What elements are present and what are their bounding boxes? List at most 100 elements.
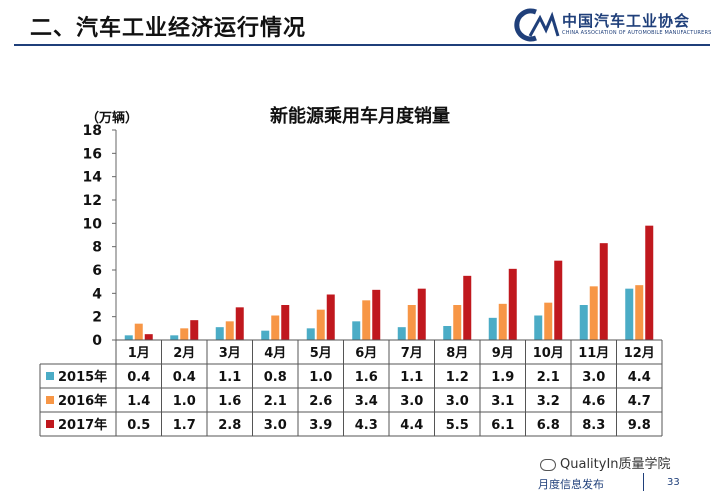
x-tick-label-0: 1月 <box>128 346 150 361</box>
slide-title: 二、汽车工业经济运行情况 <box>30 16 307 41</box>
bar-2015年-4月 <box>261 330 270 340</box>
bar-2017年-2月 <box>190 320 199 340</box>
data-label-2017年-12月: 9.8 <box>628 418 651 433</box>
y-tick-label-0: 0 <box>92 333 102 349</box>
bar-2017年-9月 <box>508 268 517 340</box>
y-tick-label-7: 14 <box>83 170 103 186</box>
data-label-2017年-5月: 3.9 <box>309 418 332 433</box>
data-label-2016年-10月: 3.2 <box>537 394 560 409</box>
bar-2016年-8月 <box>453 305 462 340</box>
y-axis-label: （万辆） <box>86 110 138 126</box>
data-label-2015年-5月: 1.0 <box>309 370 332 385</box>
data-label-2015年-12月: 4.4 <box>628 370 651 385</box>
bar-2015年-10月 <box>534 315 543 340</box>
data-label-2015年-10月: 2.1 <box>537 370 560 385</box>
bar-2017年-8月 <box>463 275 472 340</box>
data-label-2017年-8月: 5.5 <box>446 418 469 433</box>
data-label-2017年-4月: 3.0 <box>264 418 287 433</box>
slide-header: 二、汽车工业经济运行情况 中国汽车工业协会 CHINA ASSOCIATION … <box>0 0 720 46</box>
header-divider <box>14 44 710 46</box>
data-label-2017年-7月: 4.4 <box>400 418 423 433</box>
bar-2015年-6月 <box>352 321 361 340</box>
x-tick-label-9: 10月 <box>533 346 564 361</box>
x-tick-label-8: 9月 <box>492 346 514 361</box>
data-label-2015年-8月: 1.2 <box>446 370 469 385</box>
y-tick-label-4: 8 <box>92 240 102 256</box>
bar-2015年-7月 <box>397 327 406 340</box>
caam-logo-icon <box>514 8 560 42</box>
y-tick-label-3: 6 <box>92 263 102 279</box>
data-label-2017年-2月: 1.7 <box>173 418 196 433</box>
watermark: QualityIn质量学院 <box>540 453 671 472</box>
logo-chinese-text: 中国汽车工业协会 <box>562 12 691 30</box>
legend-swatch-0 <box>46 372 54 380</box>
bar-2016年-1月 <box>134 323 143 340</box>
data-label-2016年-5月: 2.6 <box>309 394 332 409</box>
bar-2017年-5月 <box>326 294 335 340</box>
bar-2015年-1月 <box>124 335 133 340</box>
y-tick-label-9: 18 <box>83 123 102 139</box>
x-tick-label-10: 11月 <box>578 346 609 361</box>
bar-2015年-9月 <box>488 317 497 340</box>
bar-2015年-11月 <box>579 305 588 340</box>
legend-swatch-2 <box>46 420 54 428</box>
footer-release: 月度信息发布 <box>538 478 604 491</box>
bar-2015年-12月 <box>625 288 634 340</box>
legend-label-2: 2017年 <box>58 417 107 433</box>
bar-2017年-6月 <box>372 289 381 340</box>
bar-2016年-11月 <box>589 286 598 340</box>
x-tick-label-1: 2月 <box>173 346 195 361</box>
x-tick-label-3: 4月 <box>264 346 286 361</box>
data-label-2017年-3月: 2.8 <box>218 418 241 433</box>
bar-2016年-2月 <box>180 328 189 340</box>
chart-title: 新能源乘用车月度销量 <box>270 106 450 127</box>
x-tick-label-7: 8月 <box>446 346 468 361</box>
bar-2016年-5月 <box>316 309 325 340</box>
data-label-2015年-4月: 0.8 <box>264 370 287 385</box>
data-label-2017年-1月: 0.5 <box>127 418 150 433</box>
data-label-2017年-11月: 8.3 <box>582 418 605 433</box>
data-label-2015年-7月: 1.1 <box>400 370 423 385</box>
bar-2017年-10月 <box>554 260 563 340</box>
data-label-2016年-3月: 1.6 <box>218 394 241 409</box>
data-label-2016年-6月: 3.4 <box>355 394 378 409</box>
x-tick-label-5: 6月 <box>355 346 377 361</box>
bar-2017年-7月 <box>417 288 426 340</box>
x-tick-label-6: 7月 <box>401 346 423 361</box>
bar-2016年-4月 <box>271 315 280 340</box>
y-tick-label-6: 12 <box>83 193 102 209</box>
data-label-2015年-11月: 3.0 <box>582 370 605 385</box>
bar-2015年-8月 <box>443 326 452 340</box>
y-tick-label-1: 2 <box>92 310 102 326</box>
x-tick-label-4: 5月 <box>310 346 332 361</box>
data-label-2015年-1月: 0.4 <box>127 370 150 385</box>
caam-logo: 中国汽车工业协会 CHINA ASSOCIATION OF AUTOMOBILE… <box>510 8 711 42</box>
data-label-2016年-1月: 1.4 <box>127 394 150 409</box>
bar-2017年-12月 <box>645 225 654 340</box>
bar-2016年-7月 <box>407 305 416 340</box>
bar-2016年-9月 <box>498 303 507 340</box>
legend-label-0: 2015年 <box>58 369 107 385</box>
bar-2015年-5月 <box>306 328 315 340</box>
data-label-2016年-2月: 1.0 <box>173 394 196 409</box>
data-label-2016年-11月: 4.6 <box>582 394 605 409</box>
data-label-2016年-7月: 3.0 <box>400 394 423 409</box>
y-tick-label-2: 4 <box>92 286 102 302</box>
bar-2015年-2月 <box>170 335 179 340</box>
bar-2016年-10月 <box>544 302 553 340</box>
page-number: 33 <box>667 477 680 488</box>
bar-2017年-1月 <box>144 334 153 340</box>
data-label-2016年-4月: 2.1 <box>264 394 287 409</box>
data-label-2017年-6月: 4.3 <box>355 418 378 433</box>
bar-2017年-4月 <box>281 305 290 340</box>
data-label-2015年-6月: 1.6 <box>355 370 378 385</box>
x-tick-label-2: 3月 <box>219 346 241 361</box>
bar-2016年-6月 <box>362 300 371 340</box>
data-label-2015年-2月: 0.4 <box>173 370 196 385</box>
legend-label-1: 2016年 <box>58 393 107 409</box>
data-label-2016年-8月: 3.0 <box>446 394 469 409</box>
bar-2015年-3月 <box>215 327 224 340</box>
bar-2016年-12月 <box>635 285 644 340</box>
y-tick-label-5: 10 <box>83 216 103 232</box>
